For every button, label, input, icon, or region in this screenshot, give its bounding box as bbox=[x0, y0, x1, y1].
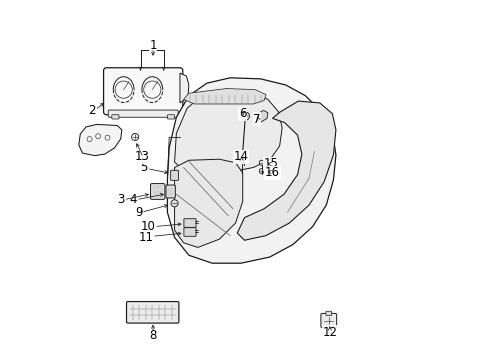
FancyBboxPatch shape bbox=[183, 219, 196, 227]
Circle shape bbox=[238, 156, 244, 162]
Text: 7: 7 bbox=[253, 113, 260, 126]
FancyBboxPatch shape bbox=[165, 185, 175, 198]
Text: 3: 3 bbox=[117, 193, 124, 206]
FancyBboxPatch shape bbox=[150, 184, 164, 199]
Text: 8: 8 bbox=[149, 329, 157, 342]
Circle shape bbox=[171, 200, 178, 207]
Text: 2: 2 bbox=[88, 104, 96, 117]
FancyBboxPatch shape bbox=[126, 302, 179, 323]
Text: 15: 15 bbox=[264, 157, 278, 170]
Text: 9: 9 bbox=[135, 206, 142, 219]
FancyBboxPatch shape bbox=[320, 314, 336, 328]
Polygon shape bbox=[167, 78, 335, 263]
Polygon shape bbox=[174, 159, 242, 247]
Text: 12: 12 bbox=[322, 326, 337, 339]
Polygon shape bbox=[79, 125, 122, 156]
Polygon shape bbox=[174, 91, 282, 173]
Polygon shape bbox=[180, 73, 188, 103]
Polygon shape bbox=[237, 101, 335, 240]
Text: 6: 6 bbox=[239, 107, 246, 120]
FancyBboxPatch shape bbox=[167, 115, 174, 119]
Circle shape bbox=[259, 168, 264, 174]
FancyBboxPatch shape bbox=[112, 115, 119, 119]
Text: 16: 16 bbox=[264, 166, 280, 179]
FancyBboxPatch shape bbox=[325, 311, 331, 316]
Text: 13: 13 bbox=[135, 150, 149, 163]
Circle shape bbox=[241, 112, 249, 121]
Circle shape bbox=[259, 160, 264, 165]
FancyBboxPatch shape bbox=[183, 228, 196, 236]
Text: 11: 11 bbox=[138, 231, 153, 244]
Polygon shape bbox=[183, 89, 265, 104]
Circle shape bbox=[131, 134, 139, 140]
Polygon shape bbox=[256, 111, 267, 122]
FancyBboxPatch shape bbox=[103, 68, 183, 115]
Text: 4: 4 bbox=[129, 193, 137, 206]
FancyBboxPatch shape bbox=[108, 110, 178, 117]
Text: 14: 14 bbox=[233, 150, 248, 163]
Text: 10: 10 bbox=[140, 220, 155, 233]
Text: 5: 5 bbox=[140, 161, 147, 174]
Text: 1: 1 bbox=[149, 39, 157, 52]
FancyBboxPatch shape bbox=[170, 170, 178, 180]
